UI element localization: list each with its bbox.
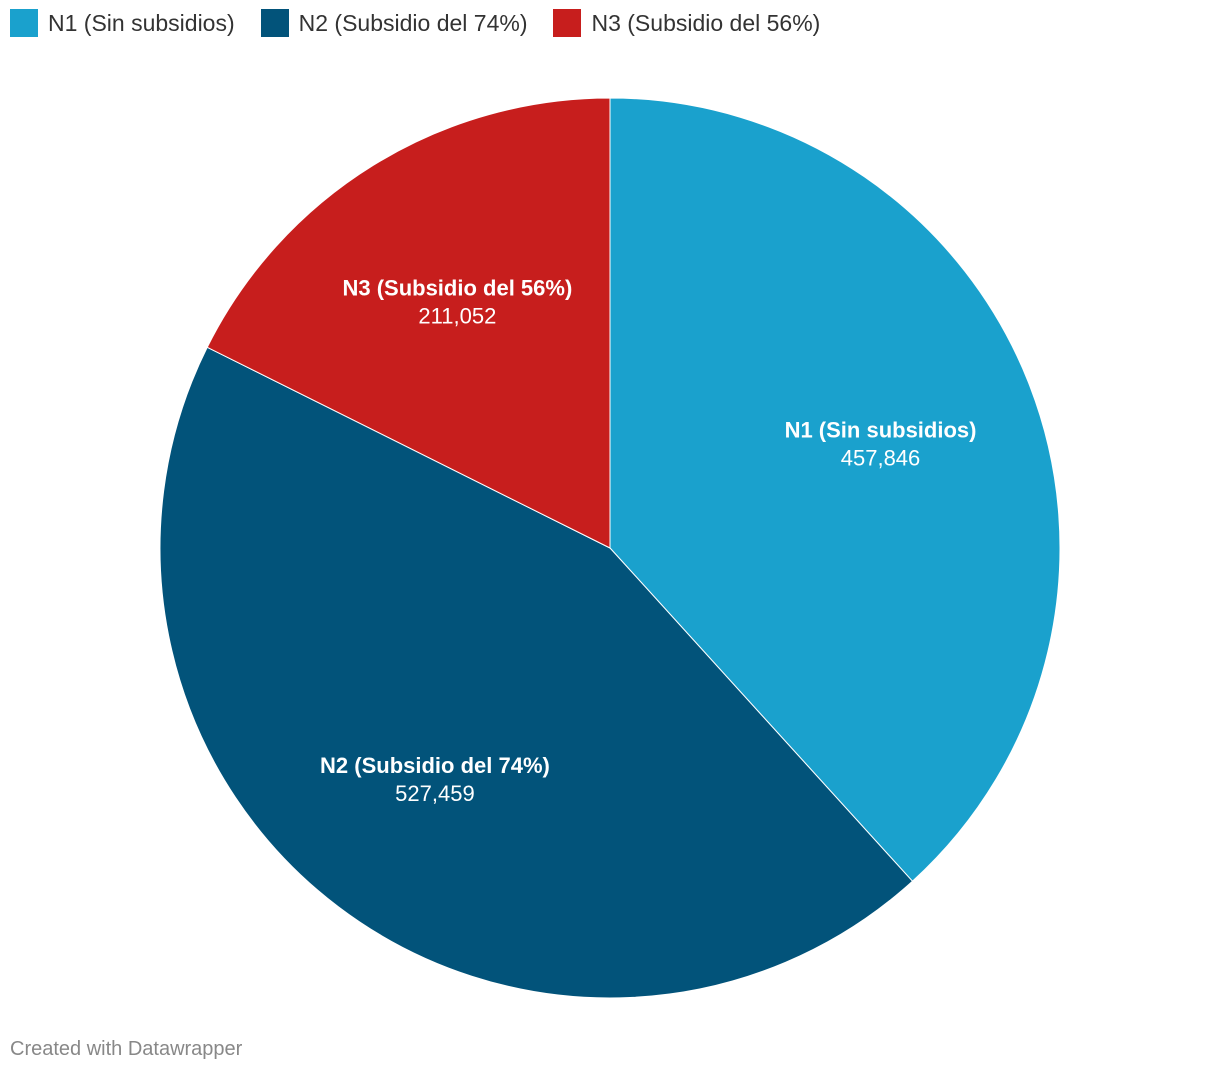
legend-item-n2[interactable]: N2 (Subsidio del 74%) <box>260 8 528 38</box>
pie-slice-3[interactable] <box>206 97 611 549</box>
slice-label-value-2: 527,459 <box>395 781 475 806</box>
legend: N1 (Sin subsidios) N2 (Subsidio del 74%)… <box>10 8 846 38</box>
legend-label-n3: N3 (Subsidio del 56%) <box>591 10 821 36</box>
legend-item-n3[interactable]: N3 (Subsidio del 56%) <box>553 8 820 38</box>
pie-slice-1[interactable] <box>609 97 1061 882</box>
slice-label-name-1: N1 (Sin subsidios) <box>785 418 977 443</box>
legend-swatch-n2 <box>260 9 289 37</box>
slice-label-value-3: 211,052 <box>418 303 496 328</box>
slice-label-name-2: N2 (Subsidio del 74%) <box>320 753 550 778</box>
legend-item-n1[interactable]: N1 (Sin subsidios) <box>10 8 235 38</box>
pie-labels: N1 (Sin subsidios) 457,846 N2 (Subsidio de… <box>320 275 976 806</box>
legend-label-n1: N1 (Sin subsidios) <box>48 10 235 36</box>
legend-label-n2: N2 (Subsidio del 74%) <box>298 10 528 36</box>
slice-label-name-3: N3 (Subsidio del 56%) <box>342 275 572 300</box>
legend-swatch-n1 <box>10 9 38 37</box>
slice-label-value-1: 457,846 <box>841 446 921 471</box>
pie-slices <box>159 97 1061 999</box>
pie-slice-2[interactable] <box>159 346 914 999</box>
legend-swatch-n3 <box>553 9 582 37</box>
datawrapper-credit: Created with Datawrapper <box>10 1038 243 1060</box>
